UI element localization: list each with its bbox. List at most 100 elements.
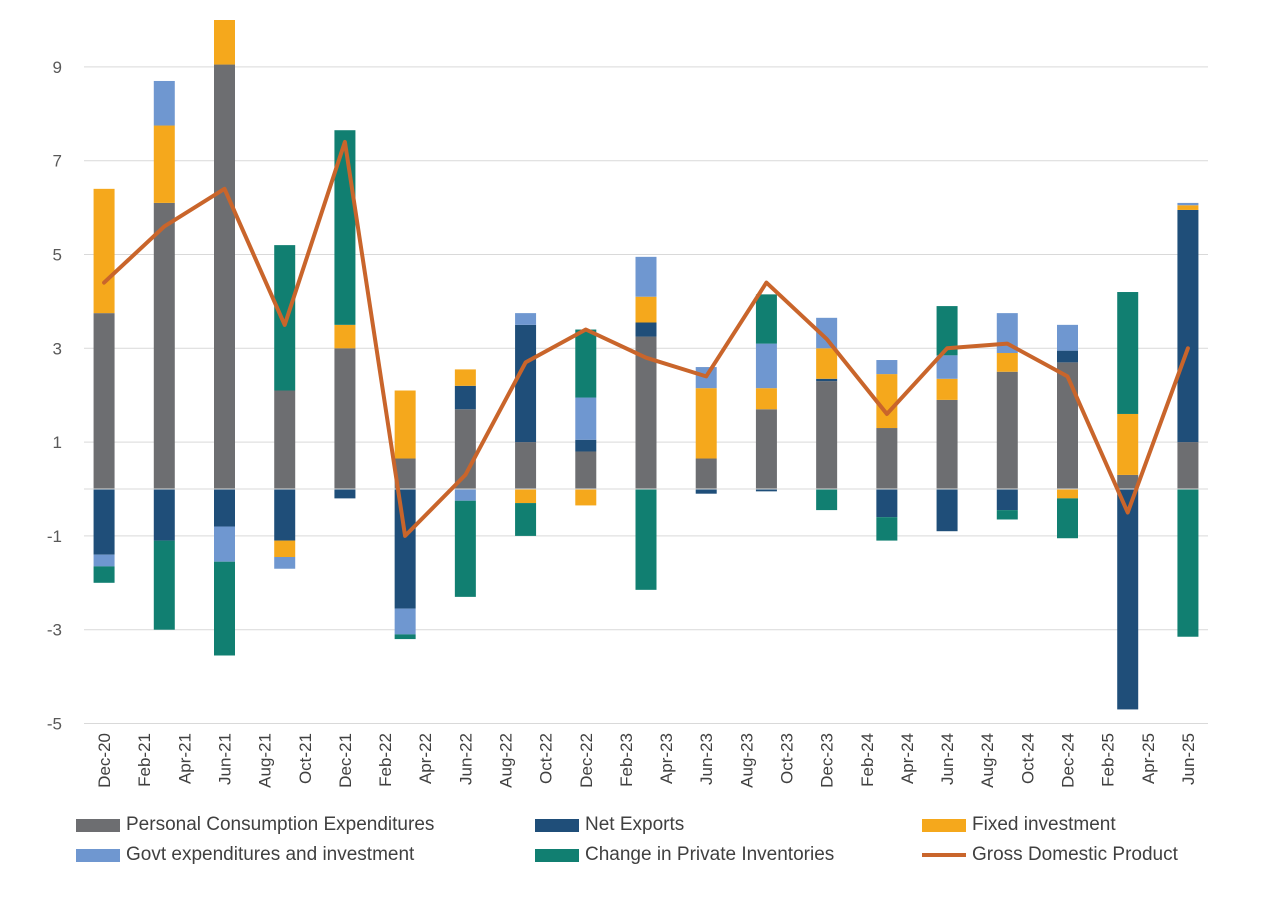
x-tick-label: Aug-22 — [497, 733, 516, 788]
bar-segment-govt-expenditures-and-investment — [454, 489, 476, 501]
bar-segment-govt-expenditures-and-investment — [515, 313, 537, 325]
bar-segment-fixed-investment — [274, 540, 296, 558]
bar-segment-change-in-private-inventories — [635, 489, 657, 590]
bar-segment-net-exports — [93, 489, 115, 555]
legend-item-govt: Govt expenditures and investment — [76, 844, 414, 866]
x-tick-label: Jun-24 — [938, 733, 957, 785]
x-tick-label: Feb-21 — [135, 733, 154, 787]
bar-segment-govt-expenditures-and-investment — [93, 554, 115, 567]
bar-segment-change-in-private-inventories — [153, 540, 175, 630]
bar-segment-change-in-private-inventories — [1057, 498, 1078, 539]
x-tick-label: Dec-24 — [1059, 733, 1078, 788]
legend-item-fixed-investment: Fixed investment — [922, 814, 1116, 836]
bar-segment-change-in-private-inventories — [755, 294, 777, 344]
bar-segment-change-in-private-inventories — [93, 566, 115, 583]
legend-swatch-fixed-investment — [922, 818, 966, 832]
bar-segment-net-exports — [394, 489, 416, 609]
bar-segment-net-exports — [876, 489, 898, 518]
stacked-bar-chart: 9 7 5 3 1 -1 -3 -5 Dec-20 Feb-21 Apr-21 Jun-21 Aug-… — [47, 20, 1208, 788]
bar-segment-change-in-private-inventories — [816, 489, 838, 511]
legend-swatch-net-exports — [535, 818, 579, 832]
bar-segment-change-in-private-inventories — [996, 510, 1018, 520]
x-tick-label: Apr-25 — [1139, 733, 1158, 784]
bar-segment-govt-expenditures-and-investment — [1057, 324, 1078, 351]
bar-segment-net-exports — [996, 489, 1018, 511]
y-tick-label: -3 — [47, 621, 62, 640]
bar-segment-fixed-investment — [454, 369, 476, 386]
bar-segment-change-in-private-inventories — [1177, 489, 1199, 637]
bar-segment-personal-consumption-expenditures — [996, 371, 1018, 489]
x-tick-label: Jun-21 — [216, 733, 235, 785]
bar-segment-net-exports — [515, 324, 537, 443]
bar-segment-govt-expenditures-and-investment — [755, 343, 777, 389]
x-tick-label: Apr-21 — [175, 733, 194, 784]
legend-item-pce: Personal Consumption Expenditures — [76, 814, 434, 836]
bar-segment-govt-expenditures-and-investment — [936, 355, 958, 379]
bar-segment-net-exports — [1177, 209, 1199, 443]
bar-segment-govt-expenditures-and-investment — [214, 526, 235, 562]
bar-segment-fixed-investment — [876, 374, 898, 429]
bar-segment-fixed-investment — [93, 188, 115, 314]
legend-swatch-govt — [76, 848, 120, 862]
bar-segment-net-exports — [936, 489, 958, 532]
bar-segment-personal-consumption-expenditures — [1057, 362, 1078, 489]
bar-segment-personal-consumption-expenditures — [394, 458, 416, 489]
x-tick-label: Oct-22 — [537, 733, 556, 784]
bar-segment-net-exports — [816, 378, 838, 382]
legend: Personal Consumption Expenditures Net Ex… — [0, 808, 1280, 878]
bar-segment-fixed-investment — [755, 388, 777, 410]
x-tick-label: Aug-24 — [978, 733, 997, 788]
bar-segment-personal-consumption-expenditures — [876, 428, 898, 489]
bar-segment-govt-expenditures-and-investment — [876, 360, 898, 375]
legend-swatch-inventories — [535, 848, 579, 862]
x-tick-label: Apr-24 — [898, 733, 917, 784]
x-tick-label: Apr-22 — [416, 733, 435, 784]
y-tick-label: -5 — [47, 715, 62, 734]
legend-label-govt: Govt expenditures and investment — [126, 844, 415, 865]
bar-segment-personal-consumption-expenditures — [635, 336, 657, 489]
x-tick-label: Feb-23 — [617, 733, 636, 787]
bar-segment-fixed-investment — [515, 489, 537, 504]
bar-segment-personal-consumption-expenditures — [1117, 474, 1139, 489]
bar-segment-govt-expenditures-and-investment — [394, 608, 416, 635]
bar-segment-personal-consumption-expenditures — [274, 390, 296, 489]
bar-segment-fixed-investment — [1117, 413, 1139, 475]
bar-segment-govt-expenditures-and-investment — [635, 256, 657, 297]
x-tick-label: Oct-23 — [778, 733, 797, 784]
bar-segment-personal-consumption-expenditures — [816, 381, 838, 489]
bar-segment-fixed-investment — [214, 20, 235, 65]
x-tick-label: Dec-20 — [95, 733, 114, 788]
legend-swatch-pce — [76, 818, 120, 832]
x-tick-label: Dec-21 — [336, 733, 355, 788]
x-tick-label: Jun-25 — [1179, 733, 1198, 785]
x-tick-label: Feb-25 — [1099, 733, 1118, 787]
bar-segment-fixed-investment — [936, 378, 958, 400]
bar-segment-govt-expenditures-and-investment — [816, 317, 838, 349]
gdp-line — [102, 139, 1190, 538]
bar-segment-change-in-private-inventories — [394, 634, 416, 640]
legend-label-inventories: Change in Private Inventories — [585, 844, 835, 865]
bar-segment-net-exports — [334, 489, 356, 499]
bar-segment-change-in-private-inventories — [876, 517, 898, 541]
bar-segment-net-exports — [695, 489, 717, 494]
bar-segment-net-exports — [153, 489, 175, 541]
x-tick-label: Jun-23 — [697, 733, 716, 785]
bar-segment-fixed-investment — [1057, 489, 1078, 499]
y-tick-label: 9 — [53, 58, 62, 77]
bar-segment-personal-consumption-expenditures — [755, 409, 777, 489]
bar-segment-personal-consumption-expenditures — [575, 451, 597, 489]
bar-segment-personal-consumption-expenditures — [515, 442, 537, 489]
x-tick-label: Aug-21 — [256, 733, 275, 788]
bar-segment-fixed-investment — [1177, 205, 1199, 210]
bar-segment-fixed-investment — [996, 352, 1018, 372]
legend-label-pce: Personal Consumption Expenditures — [126, 814, 435, 835]
y-tick-label: -1 — [47, 527, 62, 546]
x-tick-label: Oct-24 — [1018, 733, 1037, 784]
bar-segment-change-in-private-inventories — [575, 329, 597, 398]
y-axis-ticks: 9 7 5 3 1 -1 -3 -5 — [47, 58, 62, 734]
bar-segment-net-exports — [214, 489, 235, 527]
bar-segment-change-in-private-inventories — [936, 306, 958, 356]
x-tick-label: Apr-23 — [657, 733, 676, 784]
bar-segment-govt-expenditures-and-investment — [575, 397, 597, 440]
legend-item-gdp: Gross Domestic Product — [922, 844, 1178, 866]
